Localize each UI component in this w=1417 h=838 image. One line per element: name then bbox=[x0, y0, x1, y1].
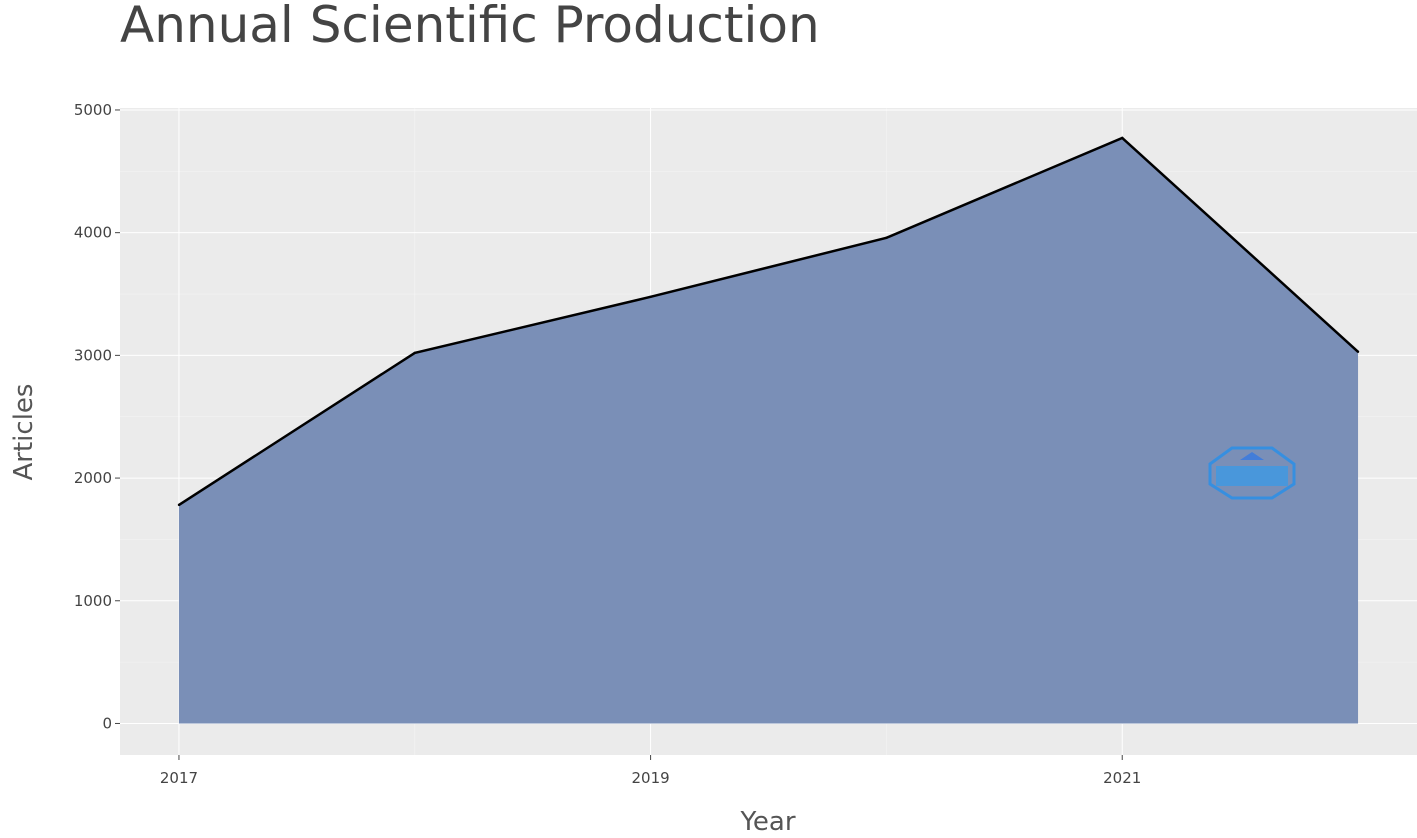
y-tick-label: 1000 bbox=[74, 592, 112, 610]
watermark-logo-icon bbox=[1208, 446, 1296, 500]
series-line bbox=[178, 136, 1359, 506]
data-point-2017 bbox=[177, 503, 181, 507]
data-point-2019 bbox=[649, 295, 652, 299]
x-axis-label: Year bbox=[739, 807, 795, 837]
chart-title: Annual Scientific Production bbox=[120, 0, 820, 54]
y-tick-label: 3000 bbox=[74, 346, 112, 364]
data-point-2021 bbox=[1121, 136, 1124, 140]
x-tick-label: 2019 bbox=[631, 769, 669, 787]
x-tick-label: 2017 bbox=[160, 769, 198, 787]
y-tick-label: 0 bbox=[102, 714, 112, 732]
y-tick-label: 4000 bbox=[74, 224, 112, 242]
data-point-2020 bbox=[885, 236, 888, 240]
y-tick-label: 5000 bbox=[74, 101, 112, 119]
x-tick-label: 2021 bbox=[1103, 769, 1141, 787]
y-axis-label: Articles bbox=[9, 384, 39, 481]
area-fill bbox=[178, 137, 1359, 724]
y-tick-label: 2000 bbox=[74, 469, 112, 487]
data-point-2022 bbox=[1356, 350, 1360, 354]
data-point-2018 bbox=[413, 351, 416, 355]
